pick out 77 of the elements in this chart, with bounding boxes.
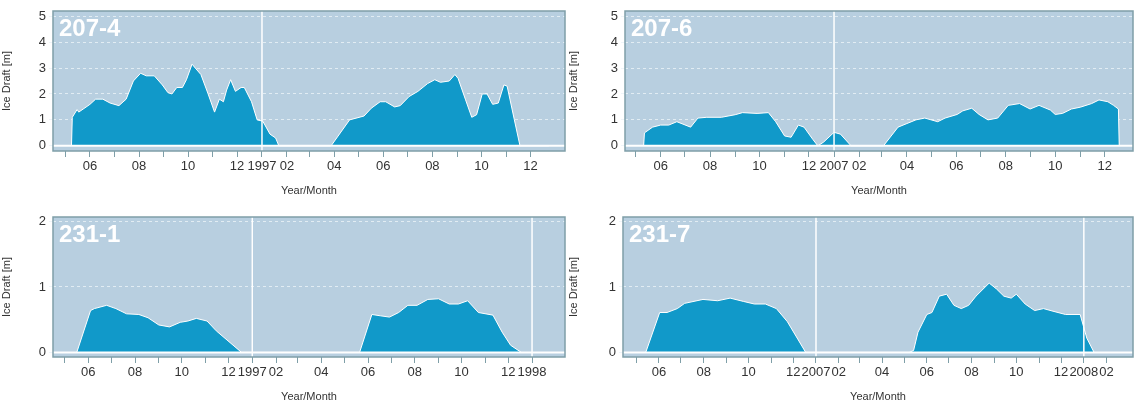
x-tick-label: 12 — [1097, 158, 1112, 174]
x-tick-label: 08 — [998, 158, 1014, 174]
x-tick-label: 06 — [81, 364, 96, 380]
x-tick-label: 08 — [696, 364, 711, 380]
x-tick-label: 1998 — [517, 364, 547, 380]
x-tick-label: 12 — [229, 158, 245, 174]
y-tick-label: 5 — [610, 7, 618, 23]
y-axis-title: Ice Draft [m] — [566, 257, 579, 317]
chart-title: 231-1 — [59, 219, 121, 247]
x-tick-label: 06 — [949, 158, 964, 174]
x-tick-label: 02 — [268, 364, 284, 380]
x-tick-label: 12 — [1053, 364, 1069, 380]
x-tick-label: 10 — [752, 158, 767, 174]
y-tick-label: 4 — [610, 33, 618, 49]
x-tick-label: 10 — [741, 364, 756, 380]
x-tick-label: 02 — [1099, 364, 1114, 380]
x-tick-label: 02 — [851, 158, 867, 174]
x-tick-label: 06 — [651, 364, 667, 380]
y-tick-label: 5 — [38, 7, 46, 23]
x-axis-title: Year/Month — [281, 390, 337, 403]
y-tick-label: 1 — [608, 278, 616, 294]
x-tick-label: 2007 — [801, 364, 831, 380]
chart-title: 207-4 — [59, 13, 122, 41]
y-tick-label: 2 — [38, 213, 46, 229]
x-tick-label: 2007 — [819, 158, 849, 174]
x-tick-label: 10 — [174, 364, 189, 380]
x-tick-label: 2008 — [1069, 364, 1099, 380]
x-axis-title: Year/Month — [851, 184, 907, 197]
x-tick-label: 08 — [425, 158, 440, 174]
chart-title: 207-6 — [631, 13, 693, 41]
x-tick-label: 12 — [801, 158, 817, 174]
x-tick-label: 02 — [831, 364, 846, 380]
x-tick-label: 06 — [82, 158, 98, 174]
x-tick-label: 06 — [653, 158, 668, 174]
x-tick-label: 10 — [474, 158, 489, 174]
y-tick-label: 0 — [610, 137, 618, 153]
x-tick-label: 04 — [314, 364, 329, 380]
y-tick-label: 1 — [38, 111, 46, 127]
y-tick-label: 0 — [38, 137, 46, 153]
x-tick-label: 08 — [131, 158, 147, 174]
y-axis-title: Ice Draft [m] — [0, 51, 12, 111]
x-tick-label: 12 — [786, 364, 801, 380]
x-axis-title: Year/Month — [281, 184, 337, 197]
y-axis-title: Ice Draft [m] — [566, 51, 579, 111]
x-tick-label: 10 — [1009, 364, 1024, 380]
x-tick-label: 10 — [180, 158, 196, 174]
y-tick-label: 4 — [38, 33, 46, 49]
x-tick-label: 08 — [407, 364, 423, 380]
x-tick-label: 08 — [702, 158, 718, 174]
chart-title: 231-7 — [629, 219, 691, 247]
x-tick-label: 04 — [899, 158, 915, 174]
x-tick-label: 06 — [360, 364, 376, 380]
x-tick-label: 04 — [327, 158, 342, 174]
x-tick-label: 08 — [964, 364, 979, 380]
x-tick-label: 1997 — [247, 158, 277, 174]
x-tick-label: 08 — [127, 364, 143, 380]
x-tick-label: 02 — [279, 158, 295, 174]
y-tick-label: 2 — [610, 85, 618, 101]
y-tick-label: 0 — [38, 344, 46, 359]
y-tick-label: 3 — [38, 59, 46, 75]
x-tick-label: 06 — [376, 158, 391, 174]
x-tick-label: 10 — [454, 364, 469, 380]
x-tick-label: 12 — [501, 364, 516, 380]
x-tick-label: 10 — [1047, 158, 1063, 174]
y-tick-label: 2 — [38, 85, 46, 101]
y-axis-title: Ice Draft [m] — [0, 257, 12, 317]
x-tick-label: 1997 — [237, 364, 267, 380]
y-tick-label: 2 — [608, 213, 616, 229]
y-tick-label: 1 — [610, 111, 618, 127]
y-tick-label: 1 — [38, 278, 46, 294]
x-axis-title: Year/Month — [850, 390, 906, 403]
x-tick-label: 12 — [221, 364, 236, 380]
x-tick-label: 12 — [523, 158, 538, 174]
x-tick-label: 04 — [874, 364, 890, 380]
y-tick-label: 0 — [608, 344, 616, 359]
x-tick-label: 06 — [919, 364, 935, 380]
y-tick-label: 3 — [610, 59, 618, 75]
